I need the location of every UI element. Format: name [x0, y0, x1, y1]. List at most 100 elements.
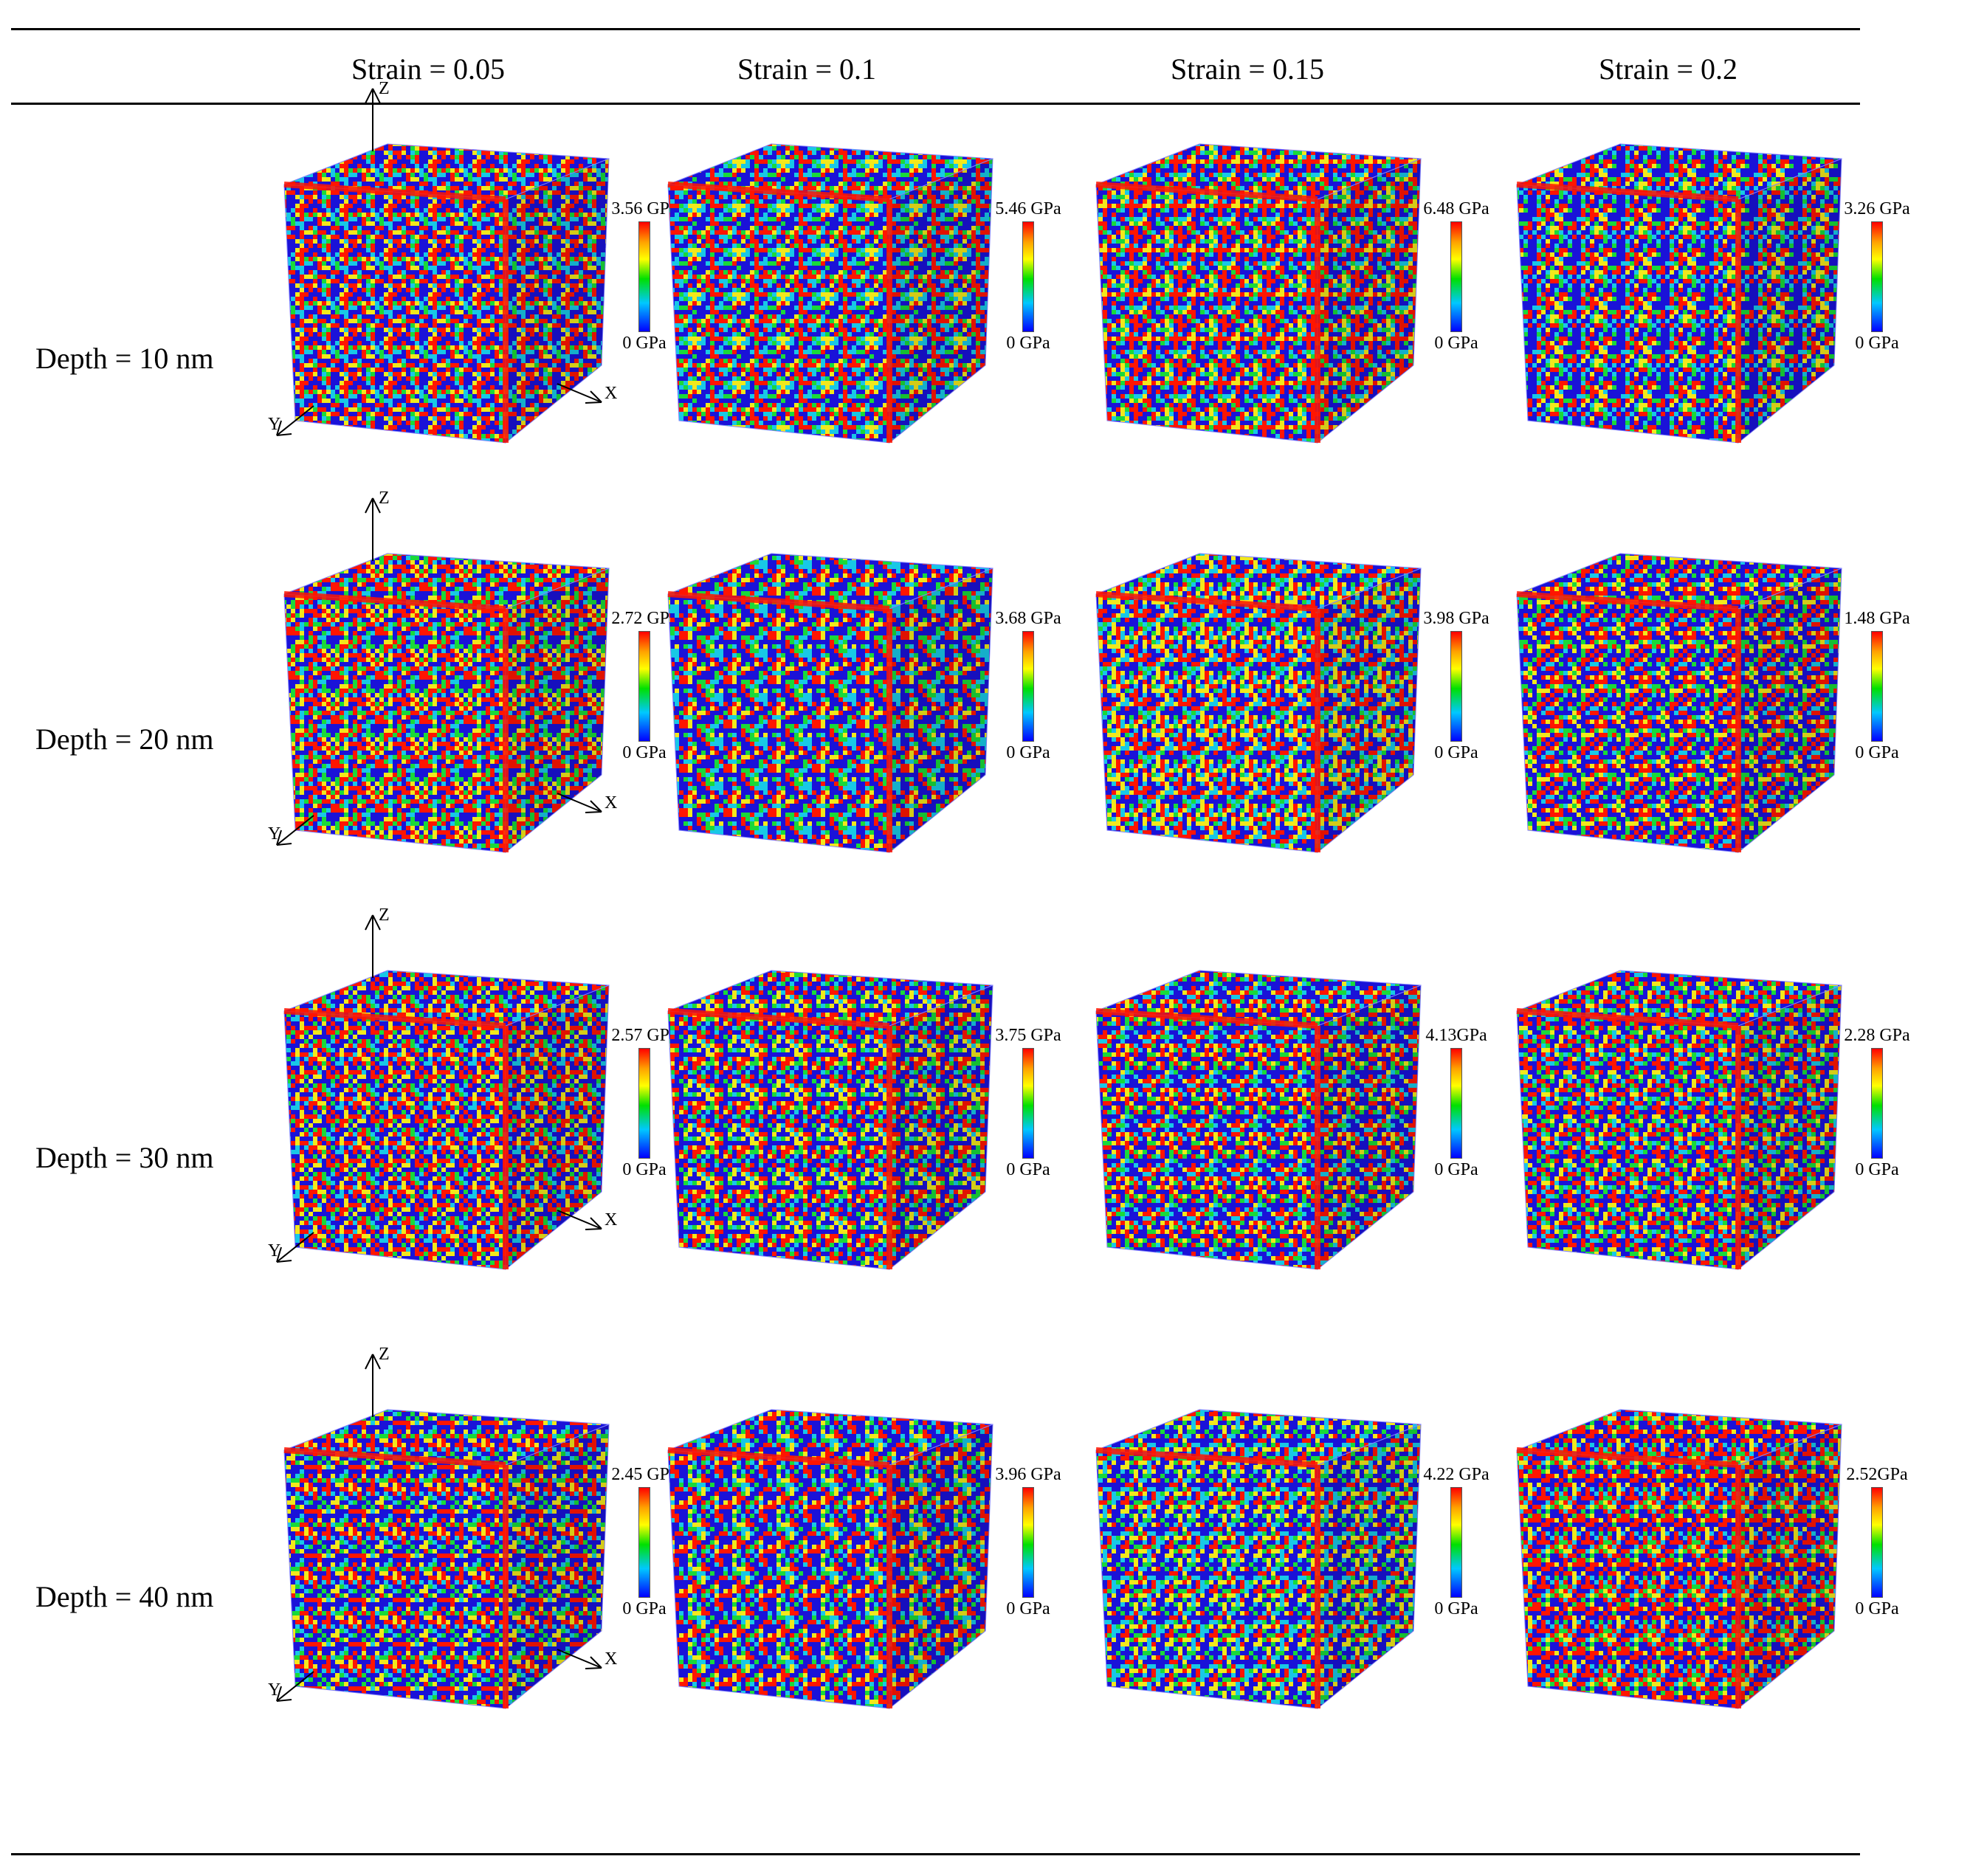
colorbar-gradient [638, 221, 650, 332]
coordinate-axes-icon: Z X Y [268, 79, 617, 436]
row-label-depth-20: Depth = 20 nm [35, 723, 214, 756]
stress-map-panel-r4-c4: 2.52GPa 0 GPa [1484, 1376, 1941, 1790]
stress-cube-render [667, 970, 993, 1271]
cube-front-face [283, 1010, 506, 1270]
axis-label-y: Y [268, 1241, 280, 1261]
colorbar-max-label: 2.28 GPa [1844, 1026, 1910, 1045]
colorbar-min-label: 0 GPa [622, 1599, 667, 1618]
stress-map-panel-r1-c1: Z X Y 3.56 GPa 0 GPa [251, 79, 709, 524]
stress-map-panel-r4-c1: Z X Y 2.45 GPa 0 GPa [251, 1345, 709, 1790]
cube-front-face [667, 1010, 890, 1270]
stress-cube-render [1516, 553, 1842, 854]
colorbar-max-label: 6.48 GPa [1423, 199, 1489, 218]
stress-cube-render [1095, 143, 1422, 444]
cube-front-face [1516, 184, 1739, 444]
axis-label-z: Z [379, 1345, 390, 1364]
axis-label-y: Y [268, 824, 280, 844]
column-header-strain-0-05: Strain = 0.05 [351, 52, 506, 86]
stress-cube-render [1516, 1409, 1842, 1710]
axis-label-y: Y [268, 415, 280, 434]
cube-front-face [283, 593, 506, 853]
colorbar-min-label: 0 GPa [622, 743, 667, 762]
row-label-depth-30: Depth = 30 nm [35, 1141, 214, 1174]
stress-cube-render [1516, 143, 1842, 444]
stress-map-panel-r2-c2: 3.68 GPa 0 GPa [635, 520, 1092, 934]
colorbar-gradient [1022, 1048, 1034, 1159]
colorbar-min-label: 0 GPa [1006, 1599, 1050, 1618]
stress-cube-render: Z X Y [268, 906, 617, 1271]
colorbar-max-label: 3.96 GPa [995, 1465, 1061, 1484]
cube-front-face [1095, 1449, 1318, 1709]
cube-front-face [1095, 1010, 1318, 1270]
stress-cube-render [667, 553, 993, 854]
colorbar-min-label: 0 GPa [1434, 334, 1478, 353]
cube-front-face [1516, 1449, 1739, 1709]
axis-label-x: X [605, 1649, 617, 1669]
axis-label-z: Z [379, 79, 390, 98]
stress-cube-render [1095, 553, 1422, 854]
colorbar-gradient [1450, 1487, 1462, 1598]
stress-map-panel-r1-c2: 5.46 GPa 0 GPa [635, 111, 1092, 524]
colorbar-max-label: 4.13GPa [1425, 1026, 1487, 1045]
colorbar-max-label: 2.45 GPa [611, 1465, 678, 1484]
colorbar-gradient [1022, 221, 1034, 332]
stress-map-panel-r2-c1: Z X Y 2.72 GPa 0 GPa [251, 489, 709, 934]
stress-cube-render [1516, 970, 1842, 1271]
cube-front-face [1516, 1010, 1739, 1270]
cube-front-face [667, 593, 890, 853]
colorbar-min-label: 0 GPa [1855, 1599, 1899, 1618]
colorbar-gradient [638, 1487, 650, 1598]
stress-cube-render [1095, 970, 1422, 1271]
stress-map-panel-r1-c4: 3.26 GPa 0 GPa [1484, 111, 1941, 524]
cube-front-face [667, 1449, 890, 1709]
colorbar-min-label: 0 GPa [1434, 1599, 1478, 1618]
colorbar-max-label: 2.57 GPa [611, 1026, 678, 1045]
colorbar-max-label: 2.72 GPa [611, 609, 678, 628]
column-header-strain-0-15: Strain = 0.15 [1170, 52, 1325, 86]
stress-map-panel-r4-c3: 4.22 GPa 0 GPa [1063, 1376, 1520, 1790]
cube-front-face [1095, 593, 1318, 853]
axis-label-x: X [605, 1210, 617, 1230]
stress-map-panel-r2-c4: 1.48 GPa 0 GPa [1484, 520, 1941, 934]
colorbar-gradient [1871, 1048, 1883, 1159]
colorbar-gradient [1450, 1048, 1462, 1159]
cube-front-face [1516, 593, 1739, 853]
colorbar-gradient [638, 631, 650, 742]
colorbar-max-label: 3.56 GPa [611, 199, 678, 218]
coordinate-axes-icon: Z X Y [268, 489, 617, 846]
axis-label-z: Z [379, 906, 390, 925]
axis-label-x: X [605, 793, 617, 813]
colorbar-min-label: 0 GPa [1006, 743, 1050, 762]
row-label-depth-40: Depth = 40 nm [35, 1580, 214, 1613]
cube-front-face [667, 184, 890, 444]
column-header-strain-0-2: Strain = 0.2 [1598, 52, 1738, 86]
cube-front-face [283, 1449, 506, 1709]
stress-cube-render: Z X Y [268, 489, 617, 854]
colorbar-max-label: 3.68 GPa [995, 609, 1061, 628]
stress-cube-render [667, 143, 993, 444]
colorbar-min-label: 0 GPa [622, 1160, 667, 1179]
stress-cube-render [667, 1409, 993, 1710]
colorbar-max-label: 1.48 GPa [1844, 609, 1910, 628]
colorbar-min-label: 0 GPa [1855, 743, 1899, 762]
axis-label-x: X [605, 384, 617, 403]
stress-map-panel-r3-c4: 2.28 GPa 0 GPa [1484, 937, 1941, 1351]
stress-map-panel-r3-c3: 4.13GPa 0 GPa [1063, 937, 1520, 1351]
colorbar-gradient [1871, 221, 1883, 332]
colorbar-min-label: 0 GPa [1855, 334, 1899, 353]
stress-cube-render [1095, 1409, 1422, 1710]
colorbar-gradient [1022, 631, 1034, 742]
colorbar-max-label: 3.75 GPa [995, 1026, 1061, 1045]
coordinate-axes-icon: Z X Y [268, 1345, 617, 1702]
colorbar-gradient [638, 1048, 650, 1159]
stress-map-panel-r4-c2: 3.96 GPa 0 GPa [635, 1376, 1092, 1790]
column-header-strain-0-1: Strain = 0.1 [737, 52, 877, 86]
row-label-depth-10: Depth = 10 nm [35, 342, 214, 375]
colorbar-min-label: 0 GPa [1434, 743, 1478, 762]
colorbar-gradient [1450, 631, 1462, 742]
colorbar-min-label: 0 GPa [1006, 334, 1050, 353]
colorbar-max-label: 3.26 GPa [1844, 199, 1910, 218]
stress-map-panel-r2-c3: 3.98 GPa 0 GPa [1063, 520, 1520, 934]
colorbar-max-label: 5.46 GPa [995, 199, 1061, 218]
colorbar-gradient [1871, 1487, 1883, 1598]
